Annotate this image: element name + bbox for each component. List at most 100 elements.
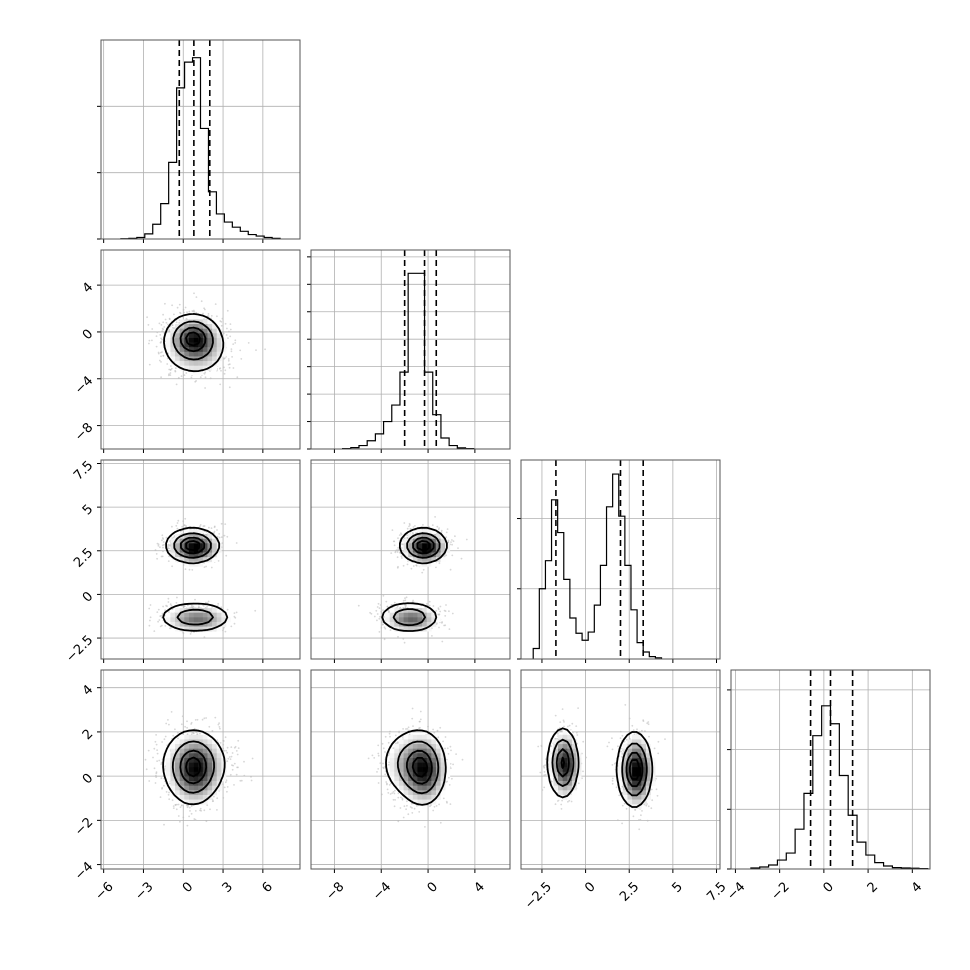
scatter-point bbox=[225, 781, 227, 783]
scatter-point bbox=[155, 775, 157, 777]
scatter-point bbox=[196, 296, 198, 298]
density-cell bbox=[175, 356, 180, 361]
scatter-point bbox=[167, 719, 169, 721]
histogram-bar bbox=[408, 273, 416, 449]
scatter-point bbox=[440, 606, 442, 608]
scatter-point bbox=[209, 808, 211, 810]
scatter-point bbox=[168, 329, 170, 331]
scatter-point bbox=[383, 595, 385, 597]
scatter-point bbox=[426, 603, 428, 605]
scatter-point bbox=[382, 624, 384, 626]
scatter-point bbox=[219, 384, 221, 386]
histogram-bar bbox=[570, 618, 576, 659]
scatter-point bbox=[243, 761, 245, 763]
scatter-point bbox=[183, 312, 185, 314]
scatter-point bbox=[172, 324, 174, 326]
panel-frame bbox=[521, 460, 720, 659]
histogram-bar bbox=[169, 162, 177, 239]
scatter-point bbox=[159, 619, 161, 621]
scatter-point bbox=[197, 719, 199, 721]
density-cell bbox=[184, 352, 189, 357]
scatter-point bbox=[188, 311, 190, 313]
scatter-point bbox=[162, 314, 164, 316]
density-cell bbox=[175, 543, 180, 548]
scatter-point bbox=[191, 813, 193, 815]
scatter-point bbox=[225, 555, 227, 557]
scatter-point bbox=[200, 808, 202, 810]
scatter-point bbox=[234, 612, 236, 614]
scatter-point bbox=[187, 825, 189, 827]
scatter-point bbox=[168, 792, 170, 794]
density-cell bbox=[180, 361, 185, 366]
scatter-point bbox=[228, 358, 230, 360]
scatter-point bbox=[170, 372, 172, 374]
scatter-point bbox=[166, 537, 168, 539]
scatter-point bbox=[222, 740, 224, 742]
scatter-point bbox=[161, 625, 163, 627]
scatter-point bbox=[168, 598, 170, 600]
scatter-point bbox=[441, 530, 443, 532]
scatter-point bbox=[183, 606, 185, 608]
scatter-point bbox=[162, 537, 164, 539]
scatter-point bbox=[168, 611, 170, 613]
scatter-point bbox=[157, 621, 159, 623]
scatter-point bbox=[156, 558, 158, 560]
scatter-point bbox=[158, 353, 160, 355]
scatter-point bbox=[149, 620, 151, 622]
scatter-point bbox=[169, 318, 171, 320]
scatter-point bbox=[160, 615, 162, 617]
scatter-point bbox=[403, 600, 405, 602]
scatter-point bbox=[381, 627, 383, 629]
scatter-point bbox=[171, 526, 173, 528]
scatter-point bbox=[160, 352, 162, 354]
scatter-point bbox=[189, 569, 191, 571]
density-cell bbox=[427, 613, 432, 618]
scatter-point bbox=[386, 606, 388, 608]
scatter-point bbox=[169, 374, 171, 376]
scatter-point bbox=[191, 805, 193, 807]
scatter-point bbox=[148, 608, 150, 610]
scatter-point bbox=[204, 372, 206, 374]
scatter-point bbox=[219, 367, 221, 369]
scatter-point bbox=[173, 807, 175, 809]
scatter-point bbox=[451, 555, 453, 557]
scatter-point bbox=[188, 816, 190, 818]
density-cell bbox=[203, 613, 208, 618]
scatter-point bbox=[161, 339, 163, 341]
scatter-point bbox=[162, 547, 164, 549]
scatter-point bbox=[164, 303, 166, 305]
scatter-point bbox=[185, 568, 187, 570]
scatter-point bbox=[358, 605, 360, 607]
density-cell bbox=[385, 613, 390, 618]
scatter-point bbox=[150, 616, 152, 618]
scatter-point bbox=[174, 728, 176, 730]
scatter-point bbox=[380, 604, 382, 606]
scatter-point bbox=[390, 629, 392, 631]
scatter-point bbox=[161, 540, 163, 542]
scatter-point bbox=[452, 613, 454, 615]
scatter-point bbox=[168, 724, 170, 726]
scatter-point bbox=[439, 562, 441, 564]
scatter-point bbox=[227, 747, 229, 749]
scatter-point bbox=[423, 569, 425, 571]
scatter-point bbox=[155, 549, 157, 551]
scatter-point bbox=[413, 565, 415, 567]
scatter-point bbox=[146, 768, 148, 770]
scatter-point bbox=[194, 381, 196, 383]
y-tick-label: 0 bbox=[80, 327, 96, 343]
scatter-point bbox=[379, 616, 381, 618]
scatter-point bbox=[226, 752, 228, 754]
scatter-point bbox=[397, 567, 399, 569]
y-tick-label: −2.5 bbox=[63, 633, 96, 666]
scatter-point bbox=[232, 769, 234, 771]
scatter-point bbox=[208, 315, 210, 317]
scatter-point bbox=[162, 321, 164, 323]
scatter-point bbox=[163, 541, 165, 543]
scatter-point bbox=[448, 540, 450, 542]
scatter-point bbox=[230, 758, 232, 760]
histogram-bar bbox=[392, 405, 400, 449]
density-cell bbox=[217, 613, 222, 618]
density-cell bbox=[422, 622, 427, 627]
scatter-point bbox=[227, 609, 229, 611]
scatter-point bbox=[162, 606, 164, 608]
